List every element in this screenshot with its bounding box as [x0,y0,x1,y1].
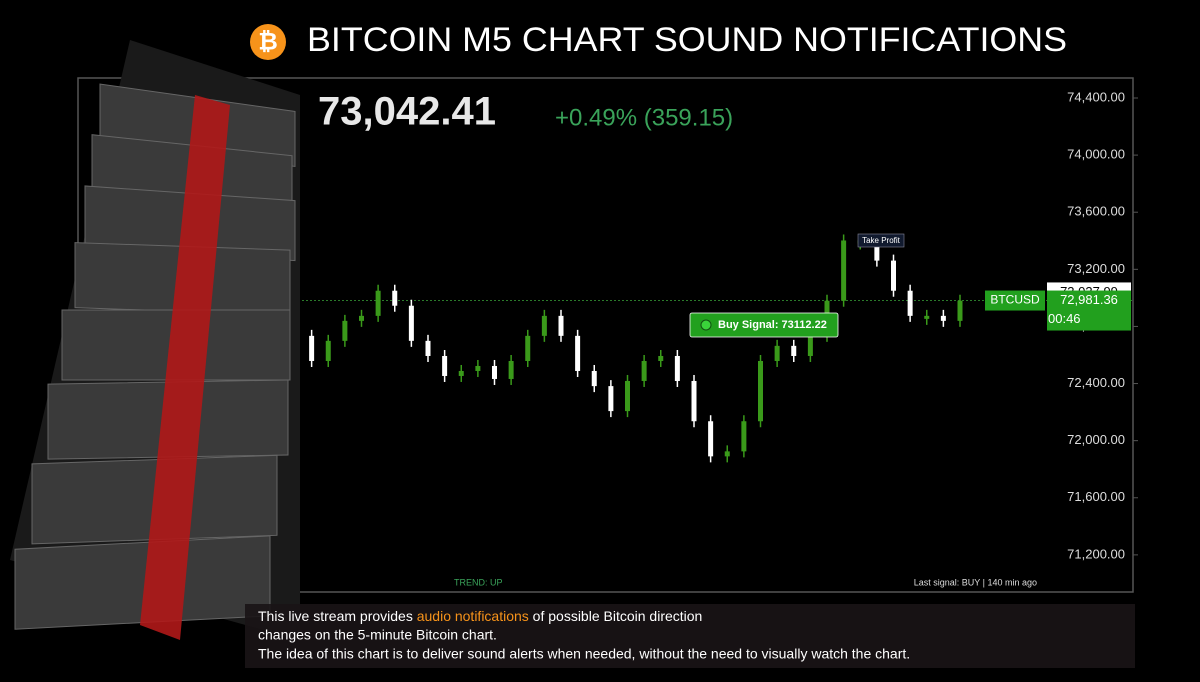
caption-bg [245,604,1135,668]
bitcoin-icon [250,24,286,60]
last-price: 72,981.36 [1060,292,1118,307]
take-profit: Take Profit [862,236,901,245]
y-tick-label: 73,600.00 [1067,204,1125,219]
last-signal: Last signal: BUY | 140 min ago [914,577,1037,587]
price-change: +0.49% (359.15) [555,104,733,131]
y-tick-label: 71,200.00 [1067,546,1125,561]
symbol-box [985,290,1045,311]
current-price: 73,042.41 [318,90,496,134]
caption-part: This live stream provides [258,608,417,624]
y-tick-label: 72,400.00 [1067,375,1125,390]
y-tick-label: 73,200.00 [1067,261,1125,276]
speaker-stack [10,40,300,640]
plot: 71,200.0071,600.0072,000.0072,400.0072,8… [78,89,1138,561]
bitcoin-symbol: ₿ [258,28,278,55]
chart-title: BITCOIN M5 CHART SOUND NOTIFICATIONS [307,21,1067,59]
caption-highlight: audio notifications [417,608,529,624]
y-tick-label: 74,400.00 [1067,89,1125,104]
y-tick-label: 74,000.00 [1067,147,1125,162]
buy-signal-box [689,312,839,338]
caption-line-1: This live stream provides audio notifica… [258,608,702,624]
caption-part: of possible Bitcoin direction [529,608,703,624]
caption-line-2: changes on the 5-minute Bitcoin chart. [258,627,497,643]
y-tick-label: 71,600.00 [1067,489,1125,504]
symbol: BTCUSD [990,293,1040,307]
buy-signal-dot [700,319,712,331]
caption-line-3: The idea of this chart is to deliver sou… [258,646,910,662]
y-tick-label: 72,000.00 [1067,432,1125,447]
last-price-box [1047,290,1131,331]
buy-signal: Buy Signal: 73112.22 [718,319,827,331]
trend-label: TREND: UP [454,577,503,587]
countdown: 00:46 [1048,311,1081,326]
take-profit-box [857,233,905,248]
